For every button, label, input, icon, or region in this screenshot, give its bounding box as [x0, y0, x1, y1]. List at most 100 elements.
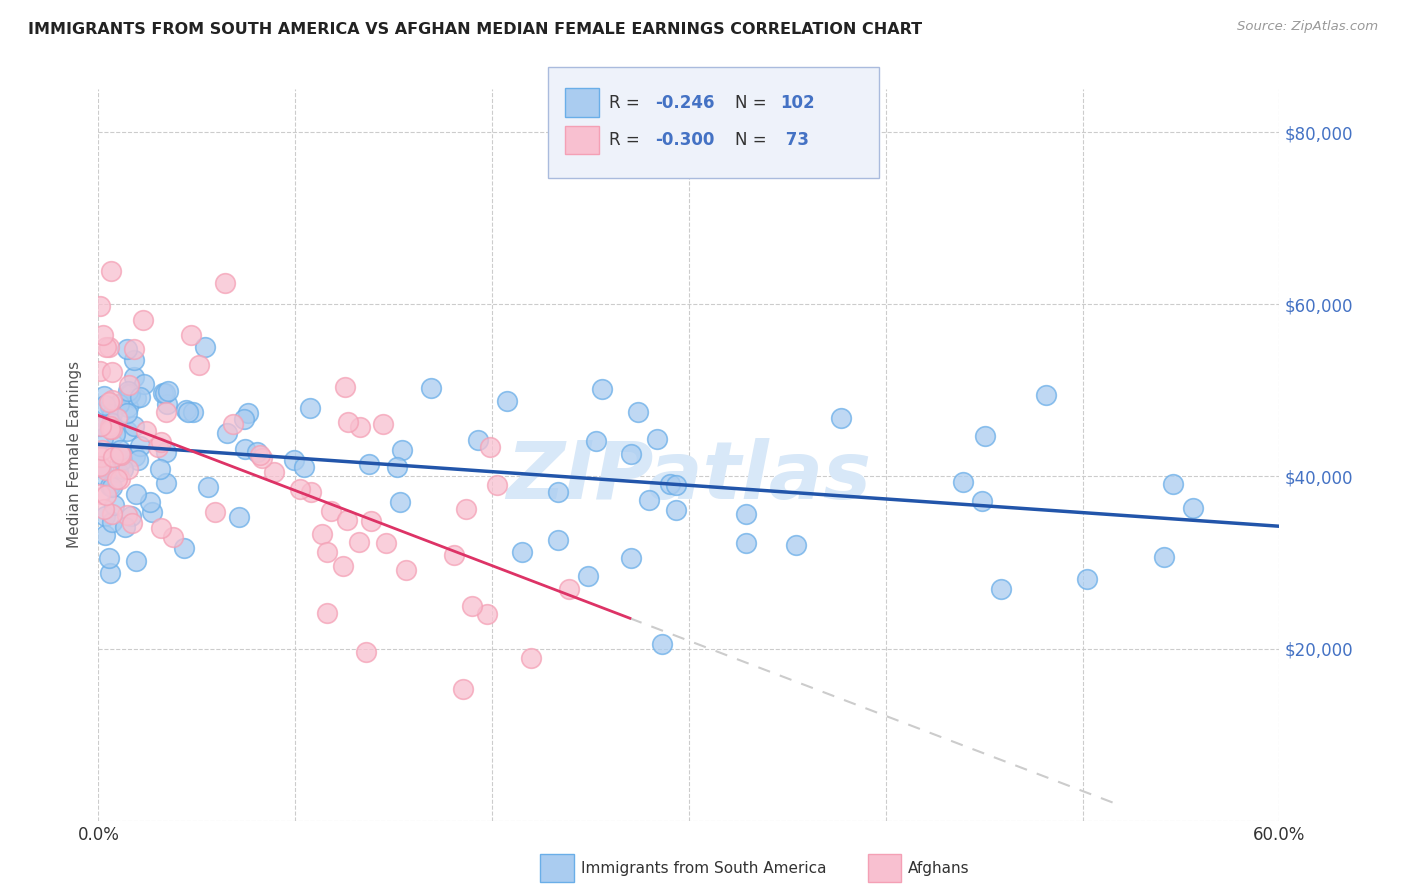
Point [101, 422, 124, 436]
Point [155, 405, 177, 419]
Point [785, 538, 807, 552]
Point [108, 472, 131, 486]
Point [122, 370, 145, 384]
Point [298, 401, 321, 415]
Point [283, 453, 305, 467]
Point [134, 377, 156, 392]
Point [263, 466, 285, 480]
Point [93, 467, 115, 482]
Point [97, 395, 120, 409]
Point [162, 530, 184, 544]
Point [135, 424, 157, 438]
Point [188, 358, 211, 372]
Point [221, 417, 243, 431]
Point [1076, 572, 1098, 586]
Point [970, 494, 993, 508]
Point [391, 442, 413, 457]
Point [1035, 388, 1057, 402]
Point [90, 459, 112, 474]
Point [387, 459, 409, 474]
Point [93, 431, 115, 445]
Point [519, 651, 541, 665]
Text: 102: 102 [780, 94, 815, 112]
Point [108, 447, 131, 461]
Point [311, 527, 333, 541]
Point [149, 521, 172, 535]
Point [105, 410, 128, 425]
Point [356, 645, 378, 659]
Point [152, 385, 174, 400]
Point [485, 478, 508, 492]
Point [91, 442, 114, 457]
Text: N =: N = [735, 94, 772, 112]
Point [100, 263, 122, 277]
Point [349, 419, 371, 434]
Point [467, 433, 489, 447]
Point [419, 381, 441, 395]
Point [125, 392, 148, 406]
Point [651, 638, 673, 652]
Point [512, 545, 534, 559]
Point [478, 440, 501, 454]
Point [98, 550, 121, 565]
Point [246, 445, 269, 459]
Point [115, 342, 138, 356]
Point [627, 405, 650, 419]
Point [973, 429, 995, 443]
Point [101, 365, 124, 379]
Text: R =: R = [609, 131, 645, 149]
Point [180, 328, 202, 343]
Point [194, 340, 217, 354]
Point [389, 495, 412, 509]
Point [176, 405, 198, 419]
Point [105, 472, 128, 486]
Point [204, 505, 226, 519]
Point [236, 406, 259, 420]
Text: Source: ZipAtlas.com: Source: ZipAtlas.com [1237, 20, 1378, 33]
Point [90, 419, 112, 434]
Point [665, 503, 688, 517]
Text: -0.246: -0.246 [655, 94, 714, 112]
Point [461, 599, 484, 613]
Point [89, 487, 111, 501]
Point [197, 480, 219, 494]
Point [156, 397, 179, 411]
Point [93, 502, 115, 516]
Point [132, 313, 155, 327]
Point [645, 432, 668, 446]
Point [94, 463, 117, 477]
Point [585, 434, 607, 449]
Point [319, 504, 342, 518]
Point [233, 442, 256, 457]
Point [830, 411, 852, 425]
Point [122, 343, 145, 357]
Point [495, 393, 517, 408]
Point [101, 507, 124, 521]
Point [117, 400, 139, 414]
Point [103, 450, 125, 464]
Text: 73: 73 [780, 131, 810, 149]
Point [90, 450, 112, 464]
Point [94, 508, 117, 523]
Point [121, 516, 143, 530]
Point [138, 495, 160, 509]
Point [1182, 500, 1205, 515]
Point [100, 416, 122, 430]
Point [108, 443, 131, 458]
Point [734, 536, 756, 550]
Point [122, 418, 145, 433]
Point [149, 461, 172, 475]
Point [98, 419, 121, 434]
Point [475, 607, 498, 621]
Point [1163, 477, 1185, 491]
Point [115, 424, 138, 438]
Point [157, 384, 180, 398]
Point [100, 422, 122, 436]
Point [357, 457, 380, 471]
Point [250, 451, 273, 466]
Point [118, 378, 141, 392]
Y-axis label: Median Female Earnings: Median Female Earnings [67, 361, 83, 549]
Point [117, 461, 139, 475]
Point [124, 554, 146, 568]
Point [990, 582, 1012, 596]
